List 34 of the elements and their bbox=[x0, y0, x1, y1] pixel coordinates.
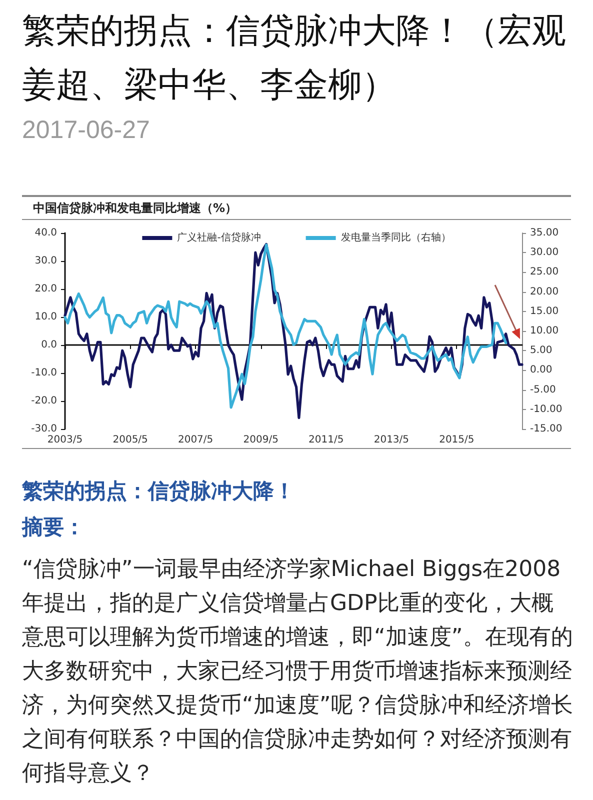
text: 繁荣的拐点：信贷脉冲大降！ bbox=[22, 478, 296, 505]
y2-tick-label: 15.00 bbox=[530, 306, 559, 317]
y2-tick-label: 0.00 bbox=[530, 364, 552, 376]
y2-tick-label: -5.00 bbox=[530, 384, 556, 396]
y-tick-label: 10.0 bbox=[34, 312, 57, 322]
y2-tick-label: 20.00 bbox=[530, 286, 559, 298]
x-tick-label: 2013/5 bbox=[374, 434, 410, 446]
x-tick-label: 2009/5 bbox=[243, 434, 278, 446]
y2-tick-label: 25.00 bbox=[530, 266, 559, 278]
y2-tick-label: 35.00 bbox=[530, 228, 559, 238]
text: “信贷脉冲”一词最早由经济学家Michael Biggs在2008年提出，指的是广义信贷增量占GDP比重的变化，大概意思可以理解为货币增速的增速，即“加速度”。在现有的大多数研究中，大家已经习惯于用货币增速指标来预测经济，为何突然又提货币“加速度”呢？信贷脉冲和经济增长之间有何联系？中国的信贷脉冲走势如何？对经济预测有何指导意义？ bbox=[22, 556, 574, 788]
y2-tick-label: 30.00 bbox=[530, 247, 559, 258]
y2-tick-label: 5.00 bbox=[530, 345, 552, 356]
y-tick-label: -20.0 bbox=[31, 396, 57, 406]
y-tick-label: 40.0 bbox=[34, 228, 57, 238]
y-tick-label: -10.0 bbox=[31, 368, 57, 378]
y-tick-label: -30.0 bbox=[31, 424, 57, 434]
y2-tick-label: 10.00 bbox=[530, 326, 559, 336]
text: 摘要： bbox=[22, 514, 86, 541]
y-tick-label: 30.0 bbox=[34, 256, 57, 266]
x-tick-label: 2007/5 bbox=[178, 434, 214, 446]
y2-tick-label: -10.00 bbox=[530, 404, 562, 415]
legend-label: 发电量当季同比（右轴） bbox=[340, 232, 451, 244]
y-tick-label: 0.0 bbox=[41, 340, 57, 350]
text: 2017-06-27 bbox=[22, 115, 151, 146]
x-tick-label: 2003/5 bbox=[47, 434, 83, 446]
legend-label: 广义社融-信贷脉冲 bbox=[177, 232, 261, 244]
x-tick-label: 2005/5 bbox=[112, 434, 148, 446]
x-tick-label: 2015/5 bbox=[439, 434, 474, 446]
x-tick-label: 2011/5 bbox=[308, 434, 344, 446]
y-tick-label: 20.0 bbox=[34, 284, 57, 294]
chart-title: 中国信贷脉冲和发电量同比增速（%） bbox=[22, 197, 571, 220]
text: 繁荣的拐点：信贷脉冲大降！（宏观姜超、梁中华、李金柳） bbox=[22, 10, 567, 107]
y2-tick-label: -15.00 bbox=[530, 424, 562, 434]
